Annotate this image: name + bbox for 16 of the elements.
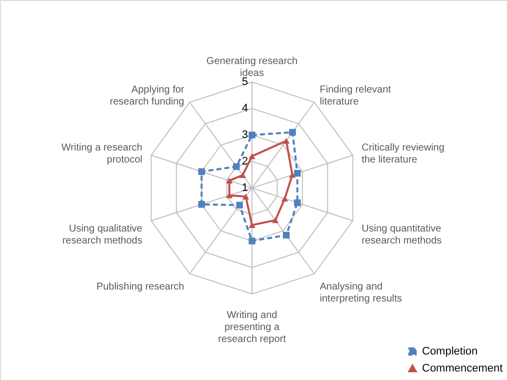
spoke-label: Analysing and interpreting results	[320, 281, 402, 304]
y-tick-label: 1	[242, 182, 248, 194]
y-tick-label: 2	[242, 156, 248, 168]
spoke-label: Writing a research protocol	[61, 142, 142, 166]
legend-label: Completion	[422, 346, 478, 358]
spoke-label: Using qualitative research methods	[62, 224, 143, 247]
spoke-label: Applying for research funding	[110, 84, 185, 108]
y-tick-label: 5	[242, 76, 248, 88]
y-tick-label: 4	[242, 102, 248, 114]
y-tick-label: 3	[242, 129, 248, 141]
legend-label: Commencement	[422, 362, 503, 374]
spoke-label: Writing and presenting a research report	[218, 310, 286, 345]
spoke-label: Publishing research	[96, 281, 184, 292]
spoke-label: Using quantitative research methods	[362, 224, 442, 247]
spoke-label: Finding relevant literature	[320, 84, 392, 108]
spoke-label: Critically reviewing the literature	[362, 142, 444, 166]
